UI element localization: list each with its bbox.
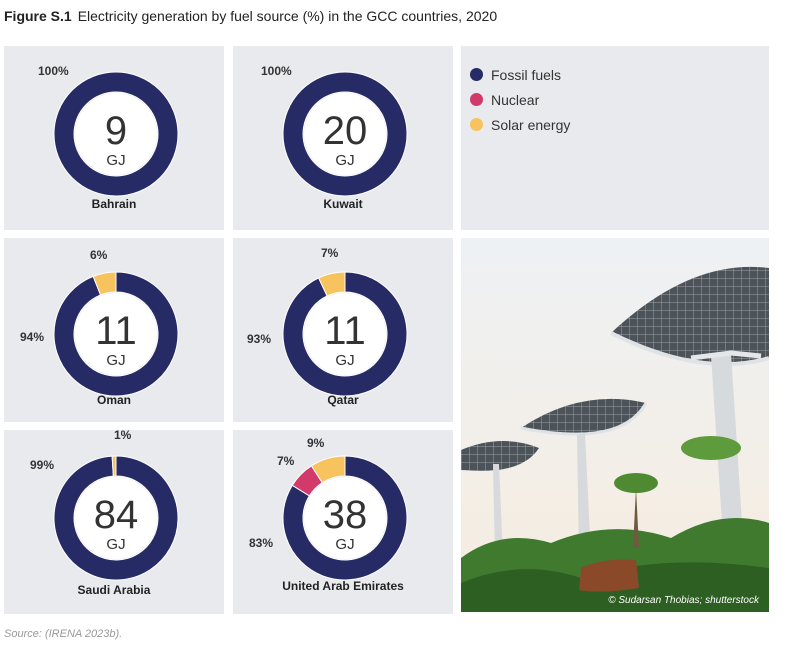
donut-value-label: 99% bbox=[30, 458, 55, 472]
donut-hole bbox=[304, 477, 386, 559]
donut-slice-fossil-fuels bbox=[282, 455, 408, 581]
donut-hole bbox=[75, 293, 157, 375]
solar-trees-photo: © Sudarsan Thobias; shutterstock bbox=[461, 238, 769, 612]
donut-slice-solar-energy bbox=[111, 455, 117, 477]
donut-slice-fossil-fuels bbox=[282, 271, 408, 397]
donut-country-name: United Arab Emirates bbox=[282, 579, 404, 593]
legend-item-solar: Solar energy bbox=[470, 112, 570, 137]
donut-panel: 20 GJ 100% Kuwait bbox=[233, 46, 453, 230]
donut-slice-solar-energy bbox=[310, 455, 346, 484]
donut-panel: 11 GJ 93% 7% Qatar bbox=[233, 238, 453, 422]
donut-panel: 84 GJ 99% 1% Saudi Arabia bbox=[4, 428, 224, 614]
solar-tree-medium bbox=[520, 398, 648, 558]
donut-total-value: 84 bbox=[94, 493, 139, 537]
donut-total-value: 11 bbox=[324, 309, 366, 353]
donut-total-unit: GJ bbox=[335, 152, 354, 169]
figure-title: Figure S.1 Electricity generation by fuel… bbox=[4, 8, 497, 24]
legend-swatch-nuclear bbox=[470, 93, 483, 106]
donut-value-label: 1% bbox=[114, 428, 132, 442]
donut-total-value: 9 bbox=[105, 109, 127, 153]
donut-hole bbox=[75, 477, 157, 559]
donut-panel: 38 GJ 83% 7% 9% United Arab Emirates bbox=[233, 430, 453, 614]
donut-slice-solar-energy bbox=[317, 271, 346, 297]
donut-panel: 9 GJ 100% Bahrain bbox=[4, 46, 224, 230]
donut-total-unit: GJ bbox=[106, 152, 125, 169]
source-note: Source: (IRENA 2023b). bbox=[4, 628, 123, 640]
donut-total-unit: GJ bbox=[106, 352, 125, 369]
photo-credit: © Sudarsan Thobias; shutterstock bbox=[608, 595, 759, 606]
legend: Fossil fuels Nuclear Solar energy bbox=[470, 62, 570, 137]
donut-value-label: 7% bbox=[277, 454, 295, 468]
legend-panel bbox=[461, 46, 769, 230]
donut-hole bbox=[304, 93, 386, 175]
donut-value-label: 9% bbox=[307, 436, 325, 450]
donut-value-label: 94% bbox=[20, 330, 45, 344]
donut-total-unit: GJ bbox=[335, 352, 354, 369]
figure-caption: Electricity generation by fuel source (%… bbox=[77, 8, 498, 24]
legend-item-fossil: Fossil fuels bbox=[470, 62, 570, 87]
photo-illustration bbox=[461, 238, 769, 612]
donut-slice-fossil-fuels bbox=[53, 271, 179, 397]
legend-label-fossil: Fossil fuels bbox=[491, 66, 562, 83]
legend-item-nuclear: Nuclear bbox=[470, 87, 570, 112]
donut-value-label: 7% bbox=[321, 246, 339, 260]
donut-hole bbox=[75, 93, 157, 175]
donut-total-value: 11 bbox=[95, 309, 137, 353]
donut-slice-fossil-fuels bbox=[53, 455, 179, 581]
donut-slice-fossil-fuels bbox=[282, 71, 408, 197]
donut-country-name: Bahrain bbox=[91, 197, 137, 211]
donut-country-name: Qatar bbox=[327, 393, 359, 407]
donut-total-unit: GJ bbox=[335, 536, 354, 553]
donut-country-name: Saudi Arabia bbox=[77, 583, 151, 597]
legend-label-nuclear: Nuclear bbox=[491, 91, 540, 108]
donut-slice-solar-energy bbox=[92, 271, 117, 296]
donut-country-name: Kuwait bbox=[323, 197, 363, 211]
donut-panel: 11 GJ 94% 6% Oman bbox=[4, 238, 224, 422]
figure-label: Figure S.1 bbox=[4, 8, 72, 24]
donut-total-value: 20 bbox=[323, 109, 368, 153]
donut-hole bbox=[304, 293, 386, 375]
photo-vegetation bbox=[461, 436, 769, 612]
legend-swatch-fossil bbox=[470, 68, 483, 81]
donut-value-label: 6% bbox=[90, 248, 108, 262]
solar-tree-small bbox=[461, 440, 539, 558]
donut-value-label: 93% bbox=[247, 332, 272, 346]
donut-total-unit: GJ bbox=[106, 536, 125, 553]
donut-country-name: Oman bbox=[96, 393, 131, 407]
donut-chart: 9GJ bbox=[53, 71, 179, 197]
donut-slice-fossil-fuels bbox=[53, 71, 179, 197]
donut-total-value: 38 bbox=[323, 493, 368, 537]
legend-label-solar: Solar energy bbox=[491, 116, 571, 133]
legend-swatch-solar bbox=[470, 118, 483, 131]
donut-value-label: 100% bbox=[38, 64, 69, 78]
donut-value-label: 100% bbox=[261, 64, 292, 78]
donut-value-label: 83% bbox=[249, 536, 274, 550]
